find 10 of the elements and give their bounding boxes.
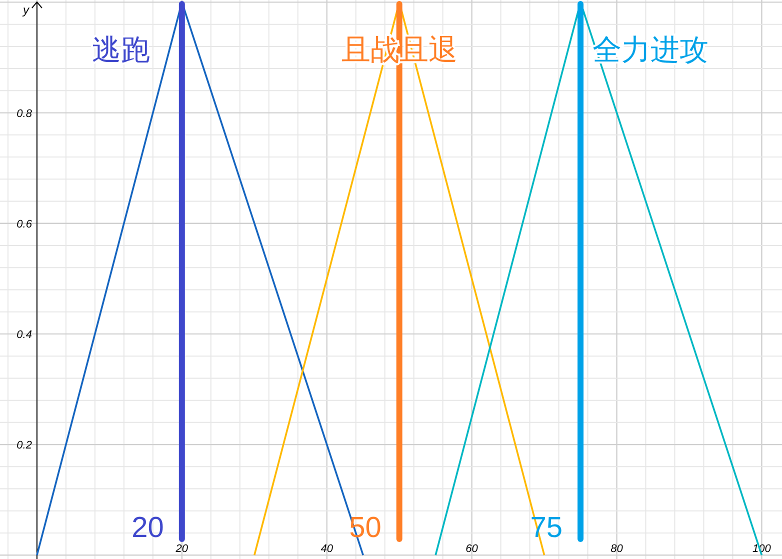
y-tick-label: 0.8 — [16, 108, 33, 120]
y-tick-label: 0.4 — [16, 328, 32, 341]
y-tick-label: 0.6 — [16, 218, 33, 230]
x-tick-label: 20 — [174, 543, 189, 555]
x-tick-label: 80 — [610, 543, 624, 555]
annotation: 逃跑 — [92, 34, 150, 67]
y-axis-title: y — [22, 3, 30, 17]
y-tick-label: 0.2 — [16, 440, 32, 452]
x-tick-label: 60 — [466, 543, 479, 555]
x-tick-label: 40 — [320, 543, 334, 555]
